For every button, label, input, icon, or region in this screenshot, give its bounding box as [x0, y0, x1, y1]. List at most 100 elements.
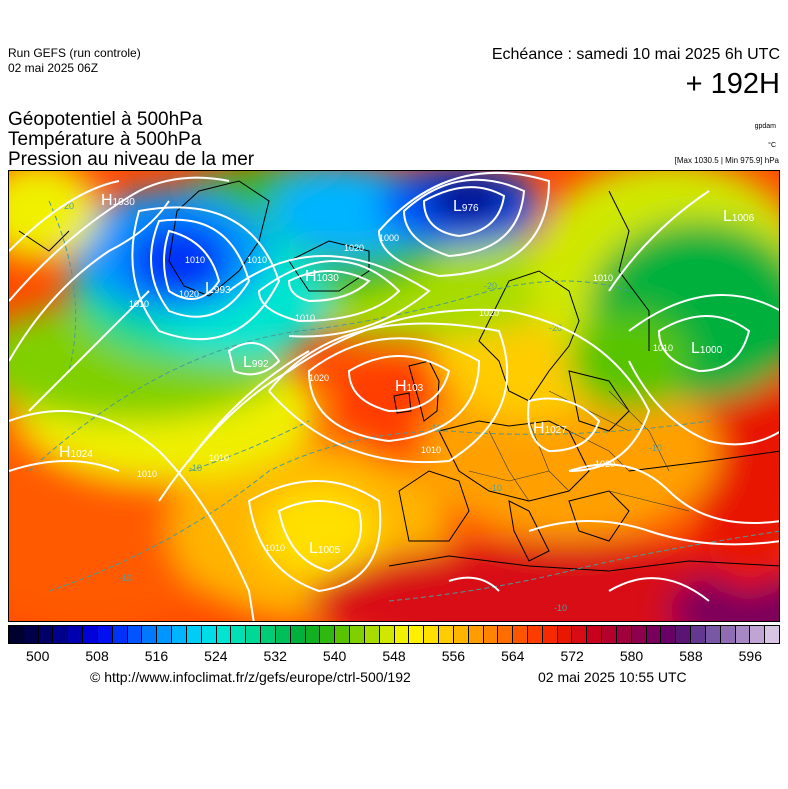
lead-time: + 192H	[685, 68, 780, 100]
coastlines	[18, 180, 779, 572]
generated-date: 02 mai 2025 10:55 UTC	[538, 669, 687, 685]
isobar-label: 1010	[295, 313, 315, 323]
isotherm-label: -10	[189, 463, 202, 473]
color-scale-segment	[320, 626, 336, 643]
map-svg: -20 -10 -20 -10 -20 -10 -10 -10 -10	[9, 171, 779, 621]
color-scale-tick-label: 500	[26, 648, 50, 664]
isotherm-label: -20	[61, 201, 74, 211]
color-scale-segment	[142, 626, 158, 643]
color-scale-segment	[68, 626, 84, 643]
color-scale-tick-label: 524	[204, 648, 228, 664]
color-scale-segment	[23, 626, 39, 643]
isobar-label: 1020	[179, 289, 199, 299]
low-pressure-label: L1006	[723, 208, 755, 225]
color-scale-segment	[513, 626, 528, 643]
color-scale-segment	[201, 626, 217, 643]
color-scale-ticks: 5005085165245325405485565645725805885966…	[8, 648, 780, 666]
isotherm-label: -20	[484, 281, 497, 291]
color-scale-segment	[97, 626, 113, 643]
isotherm-label: -20	[549, 323, 562, 333]
color-scale-segment	[379, 626, 395, 643]
field-temperature-label: Température à 500hPa	[8, 129, 202, 150]
color-scale-segment	[602, 626, 617, 643]
color-scale-segment	[246, 626, 262, 643]
isobar-label: 1010	[209, 453, 229, 463]
low-pressure-label: L976	[453, 198, 479, 215]
pressure-max-min: [Max 1030.5 | Min 975.9] hPa	[674, 156, 779, 165]
color-scale-segment	[646, 626, 662, 643]
color-scale-segment	[720, 626, 736, 643]
weather-map: -20 -10 -20 -10 -20 -10 -10 -10 -10	[8, 170, 780, 622]
isobar-label: 1010	[129, 299, 149, 309]
isotherm-label: -10	[649, 443, 662, 453]
low-pressure-label: L1000	[691, 340, 723, 357]
field-geopotential-label: Géopotentiel à 500hPa	[8, 109, 203, 130]
isobar-label: 1020	[309, 373, 329, 383]
color-scale-tick-label: 516	[144, 648, 169, 664]
color-scale-segment	[661, 626, 677, 643]
geopotential-unit: gpdam	[754, 123, 776, 130]
high-pressure-label: H1024	[59, 444, 93, 461]
color-scale-tick-label: 532	[263, 648, 287, 664]
isobar-label: 1010	[265, 543, 285, 553]
color-scale-segment	[290, 626, 306, 643]
low-pressure-label: L993	[205, 280, 231, 297]
high-pressure-label: H1030	[101, 192, 135, 209]
isotherm-labels: -20 -10 -20 -10 -20 -10 -10 -10 -10	[61, 201, 662, 613]
color-scale-tick-label: 548	[382, 648, 406, 664]
color-scale-segment	[691, 626, 706, 643]
isobar-label: 1010	[653, 343, 673, 353]
color-scale-segment	[53, 626, 69, 643]
isobar-label: 1020	[344, 243, 364, 253]
isobar-label: 1000	[379, 233, 399, 243]
isobar-label: 1020	[595, 459, 615, 469]
isobar-labels: 1010 1020 1000 1010 1020 1010 1010 1020 …	[129, 233, 673, 553]
run-date: 02 mai 2025 06Z	[8, 61, 99, 75]
color-scale-segment	[750, 626, 766, 643]
high-pressure-label: H1030	[305, 268, 339, 285]
color-scale-segment	[112, 626, 128, 643]
color-scale-segment	[9, 626, 24, 643]
color-scale-tick-label: 580	[619, 648, 644, 664]
color-scale-segment	[157, 626, 173, 643]
color-scale-segment	[275, 626, 291, 643]
forecast-valid-time: Echéance : samedi 10 mai 2025 6h UTC	[491, 46, 780, 63]
isobar-label: 1010	[247, 255, 267, 265]
isotherm-label: -10	[489, 483, 502, 493]
geopotential-field	[9, 171, 779, 621]
isobar-label: 1010	[137, 469, 157, 479]
source-url: © http://www.infoclimat.fr/z/gefs/europe…	[90, 669, 411, 685]
color-scale-tick-label: 556	[441, 648, 466, 664]
color-scale-segment	[705, 626, 721, 643]
color-scale-segment	[231, 626, 247, 643]
color-scale-segment	[350, 626, 365, 643]
color-scale-segment	[261, 626, 276, 643]
color-scale-segment	[453, 626, 469, 643]
color-scale-tick-label: 588	[679, 648, 703, 664]
color-scale-segment	[364, 626, 380, 643]
country-borders	[468, 390, 690, 512]
color-scale	[8, 625, 780, 644]
color-scale-segment	[468, 626, 484, 643]
temperature-unit: °C	[768, 142, 776, 149]
color-scale-tick-label: 564	[501, 648, 525, 664]
isobars	[9, 171, 779, 621]
color-scale-segment	[616, 626, 632, 643]
isobar-label: 1010	[421, 445, 441, 455]
color-scale-segment	[409, 626, 425, 643]
field-pressure-label: Pression au niveau de la mer	[8, 149, 255, 170]
color-scale-segment	[631, 626, 647, 643]
color-scale-tick-label: 540	[322, 648, 347, 664]
color-scale-segment	[127, 626, 143, 643]
color-scale-tick-label: 572	[560, 648, 584, 664]
color-scale-segment	[735, 626, 751, 643]
isotherm-label: -10	[119, 573, 132, 583]
color-scale-tick-label: 508	[85, 648, 109, 664]
color-scale-segment	[572, 626, 588, 643]
color-scale-segment	[335, 626, 351, 643]
color-scale-segment	[483, 626, 499, 643]
color-scale-segment	[542, 626, 558, 643]
isotherm-label: -10	[554, 603, 567, 613]
color-scale-segment	[186, 626, 202, 643]
color-scale-segment	[527, 626, 543, 643]
